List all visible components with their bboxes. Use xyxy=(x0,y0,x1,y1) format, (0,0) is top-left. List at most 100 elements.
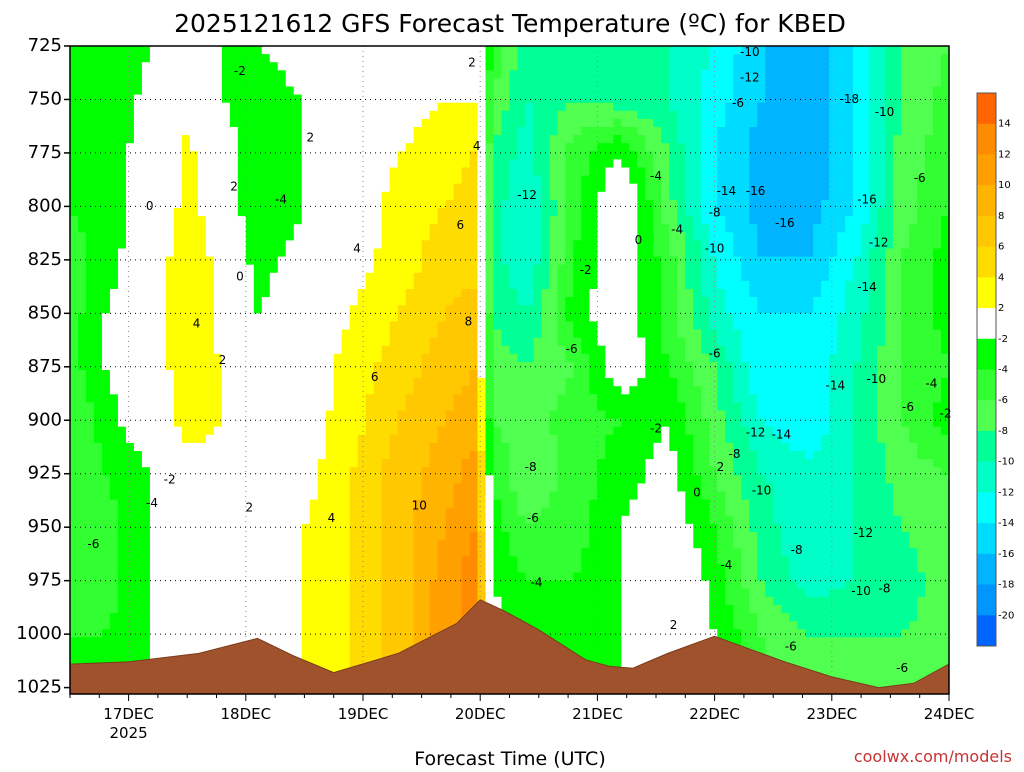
field-cell xyxy=(141,289,151,298)
field-cell xyxy=(413,256,423,266)
field-cell xyxy=(757,183,766,193)
field-cell xyxy=(357,143,367,152)
field-cell xyxy=(629,280,638,290)
field-cell xyxy=(717,297,726,306)
field-cell xyxy=(477,70,487,79)
field-cell xyxy=(645,110,654,120)
field-cell xyxy=(885,135,894,144)
field-cell xyxy=(277,378,287,387)
field-cell xyxy=(181,256,191,266)
field-cell xyxy=(261,305,271,314)
field-cell xyxy=(157,297,167,306)
field-cell xyxy=(157,386,167,395)
field-cell xyxy=(685,232,694,241)
field-cell xyxy=(157,289,167,298)
field-cell xyxy=(333,70,343,79)
field-cell xyxy=(269,167,279,177)
field-cell xyxy=(773,191,782,201)
field-cell xyxy=(869,208,878,217)
field-cell xyxy=(245,248,255,258)
field-cell xyxy=(693,62,702,71)
field-cell xyxy=(237,135,247,144)
field-cell xyxy=(333,110,343,120)
field-cell xyxy=(645,313,654,322)
field-cell xyxy=(909,378,918,387)
field-cell xyxy=(773,78,782,88)
field-cell xyxy=(165,199,175,209)
field-cell xyxy=(485,280,495,290)
field-cell xyxy=(565,216,575,225)
field-cell xyxy=(629,199,638,209)
field-cell xyxy=(237,224,247,233)
field-cell xyxy=(677,337,686,347)
field-cell xyxy=(621,127,630,136)
field-cell xyxy=(205,151,215,160)
field-cell xyxy=(197,54,207,63)
field-cell xyxy=(509,199,519,209)
field-cell xyxy=(821,175,830,185)
field-cell xyxy=(469,248,479,258)
field-cell xyxy=(277,394,287,403)
field-cell xyxy=(733,329,742,339)
field-cell xyxy=(645,402,654,412)
field-cell xyxy=(245,240,255,250)
field-cell xyxy=(717,224,726,233)
field-cell xyxy=(477,264,487,274)
field-cell xyxy=(885,378,894,387)
field-cell xyxy=(909,159,918,169)
field-cell xyxy=(237,70,247,79)
field-cell xyxy=(637,394,646,403)
field-cell xyxy=(277,289,287,298)
field-cell xyxy=(237,102,247,112)
field-cell xyxy=(509,151,519,160)
field-cell xyxy=(253,199,263,209)
field-cell xyxy=(269,191,279,201)
field-cell xyxy=(101,62,111,71)
field-cell xyxy=(149,143,159,152)
field-cell xyxy=(325,191,335,201)
field-cell xyxy=(445,272,455,282)
field-cell xyxy=(117,378,127,387)
field-cell xyxy=(325,289,335,298)
field-cell xyxy=(165,62,175,71)
field-cell xyxy=(733,127,742,136)
field-cell xyxy=(725,102,734,112)
field-cell xyxy=(349,264,359,274)
field-cell xyxy=(653,256,662,266)
field-cell xyxy=(885,86,894,96)
field-cell xyxy=(197,118,207,128)
field-cell xyxy=(701,191,710,201)
field-cell xyxy=(301,353,311,363)
field-cell xyxy=(557,110,567,120)
field-cell xyxy=(757,135,766,144)
field-cell xyxy=(221,345,231,355)
field-cell xyxy=(885,102,894,112)
field-cell xyxy=(381,110,391,120)
field-cell xyxy=(517,151,527,160)
field-cell xyxy=(453,143,463,152)
field-cell xyxy=(813,78,822,88)
field-cell xyxy=(333,280,343,290)
field-cell xyxy=(213,127,223,136)
field-cell xyxy=(581,378,591,387)
field-cell xyxy=(893,402,902,412)
field-cell xyxy=(389,321,399,331)
field-cell xyxy=(853,118,862,128)
field-cell xyxy=(373,135,383,144)
field-cell xyxy=(549,378,559,387)
field-cell xyxy=(829,78,838,88)
field-cell xyxy=(645,232,654,241)
field-cell xyxy=(181,378,191,387)
field-cell xyxy=(237,118,247,128)
field-cell xyxy=(149,232,159,241)
field-cell xyxy=(157,410,167,420)
field-cell xyxy=(565,313,575,322)
field-cell xyxy=(93,167,103,177)
field-cell xyxy=(853,78,862,88)
field-cell xyxy=(829,216,838,225)
field-cell xyxy=(933,110,942,120)
field-cell xyxy=(93,127,103,136)
field-cell xyxy=(765,70,774,79)
field-cell xyxy=(181,353,191,363)
field-cell xyxy=(653,280,662,290)
